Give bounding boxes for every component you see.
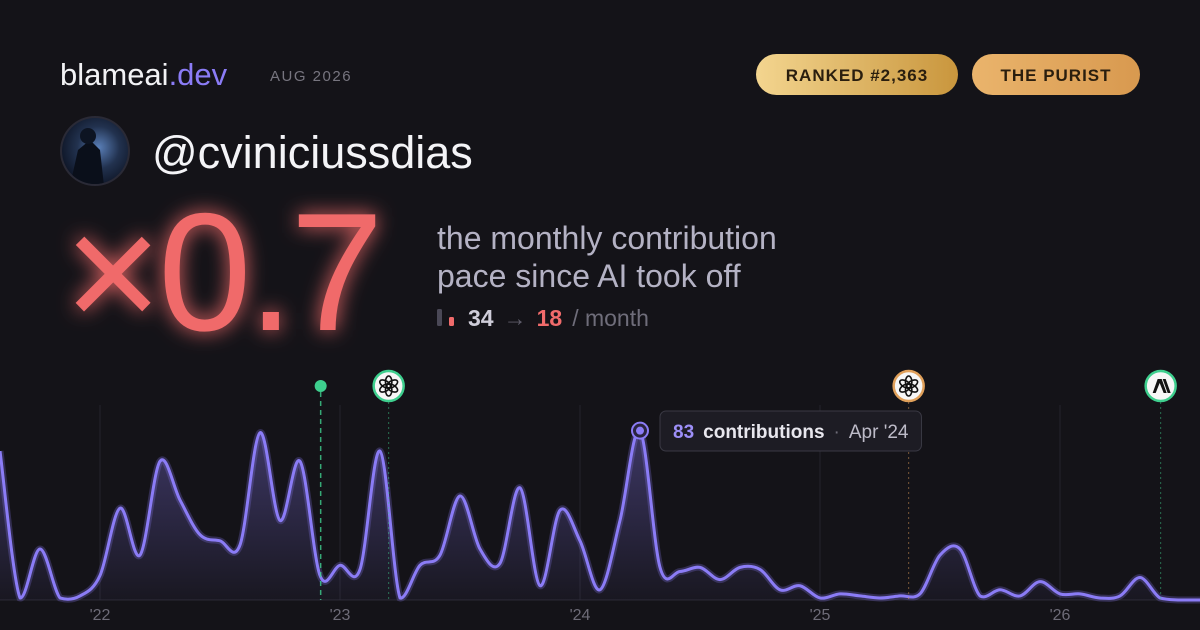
event-glyph — [378, 379, 392, 389]
brand: blameai — [60, 57, 169, 92]
brand-suffix: .dev — [169, 57, 228, 92]
tooltip-unit: contributions — [703, 422, 824, 443]
x-tick-label: '23 — [330, 607, 351, 624]
pace-bar — [449, 317, 454, 326]
pace-text: → — [504, 305, 527, 331]
description-line: pace since AI took off — [437, 258, 741, 294]
description-line: the monthly contribution — [437, 220, 777, 256]
badge-label: THE PURIST — [1000, 66, 1111, 85]
event-icon — [1144, 369, 1177, 403]
tooltip-date: Apr '24 — [849, 422, 909, 443]
avatar — [62, 118, 128, 184]
event-glyph — [1152, 379, 1171, 393]
event-icon — [892, 369, 925, 403]
chart: '22 '23 '24 '25 '26 83 contributions · Apr '24 — [0, 369, 1200, 624]
tooltip-value: 83 — [673, 422, 694, 443]
x-tick-label: '24 — [570, 607, 591, 624]
username: @cviniciussdias — [152, 127, 473, 178]
area — [0, 430, 1200, 600]
pace-text: 34 — [468, 305, 494, 331]
multiplier: ×0.7 — [64, 178, 380, 366]
highlight-dot — [636, 426, 644, 435]
x-tick-label: '26 — [1050, 607, 1071, 624]
period: AUG 2026 — [270, 68, 352, 85]
pace-bar — [437, 309, 442, 326]
line — [0, 428, 1200, 602]
x-tick-label: '25 — [810, 607, 831, 624]
pace-text: 18 — [537, 305, 563, 331]
badge-label: RANKED #2,363 — [786, 66, 928, 85]
badge — [756, 54, 958, 95]
pace: 34 → 18 / month — [437, 305, 649, 331]
event-glyph — [898, 379, 912, 389]
event-dot — [314, 380, 327, 392]
event-icon — [372, 369, 405, 403]
badge — [972, 54, 1140, 95]
x-tick-label: '22 — [90, 607, 111, 624]
tooltip-separator: · — [834, 422, 840, 443]
tooltip — [659, 410, 922, 452]
pace-text: / month — [572, 305, 649, 331]
